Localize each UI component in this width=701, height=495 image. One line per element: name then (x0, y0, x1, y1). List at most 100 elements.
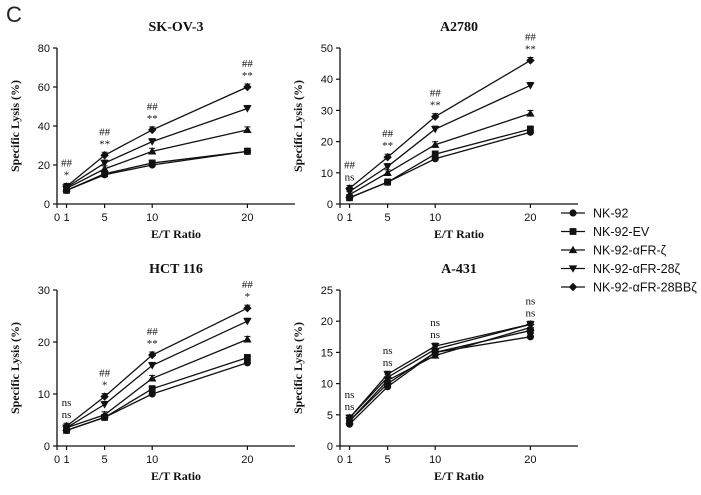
y-axis-label: Specific Lysis (%) (8, 322, 22, 414)
series-line-3 (349, 323, 531, 419)
x-tick-label: 10 (146, 454, 158, 466)
data-point (526, 56, 535, 65)
legend-marker-1 (569, 228, 577, 235)
series-line-1 (66, 150, 248, 191)
data-point (345, 184, 354, 193)
significance-lower: * (64, 169, 70, 181)
y-tick-label: 0 (327, 199, 333, 211)
significance-upper: ## (430, 88, 442, 100)
data-point (243, 105, 252, 113)
x-tick-label: 20 (241, 212, 253, 224)
significance-lower: ** (242, 70, 253, 82)
x-tick-label: 1 (346, 454, 352, 466)
significance-lower: * (102, 380, 108, 392)
x-axis-label: E/T Ratio (151, 469, 201, 483)
y-tick-label: 40 (321, 74, 333, 86)
significance-lower: ** (147, 338, 158, 350)
significance-lower: ns (430, 329, 440, 341)
x-tick-label: 5 (385, 454, 391, 466)
y-tick-label: 40 (38, 121, 50, 133)
series-line-0 (66, 362, 248, 432)
legend-label-1: NK-92-EV (593, 225, 650, 239)
significance-upper: ## (382, 128, 394, 140)
series-line-0 (349, 131, 531, 199)
series-line-2 (349, 112, 531, 196)
x-tick-label: 0 (337, 212, 343, 224)
x-axis-label: E/T Ratio (434, 469, 484, 483)
x-tick-label: 1 (63, 212, 69, 224)
chart-title: HCT 116 (149, 262, 203, 277)
x-tick-label: 20 (524, 212, 536, 224)
series-line-3 (349, 84, 531, 193)
significance-upper: ## (147, 101, 159, 113)
data-point (148, 362, 157, 370)
data-point (526, 320, 535, 329)
x-tick-label: 10 (429, 454, 441, 466)
series-line-2 (66, 338, 248, 429)
data-point (148, 159, 156, 167)
data-point (383, 373, 392, 382)
y-tick-label: 0 (327, 441, 333, 453)
y-tick-label: 10 (321, 168, 333, 180)
series-line-4 (349, 323, 531, 419)
y-tick-label: 80 (38, 43, 50, 55)
significance-lower: ns (62, 409, 72, 421)
significance-upper: ns (526, 295, 536, 307)
data-point (243, 335, 252, 343)
legend-label-0: NK-92 (593, 207, 628, 221)
data-point (383, 168, 392, 176)
y-tick-label: 60 (38, 82, 50, 94)
x-tick-label: 5 (102, 212, 108, 224)
data-point (243, 304, 252, 313)
significance-upper: ## (242, 58, 254, 70)
legend-marker-4 (568, 282, 578, 292)
series-line-2 (66, 129, 248, 189)
data-point (148, 147, 157, 155)
x-tick-label: 5 (385, 212, 391, 224)
data-point (526, 333, 535, 341)
data-point (100, 164, 109, 173)
y-tick-label: 20 (321, 137, 333, 149)
data-point (384, 178, 391, 186)
y-tick-label: 25 (321, 285, 333, 297)
data-point (527, 125, 534, 133)
data-point (431, 345, 440, 354)
significance-upper: ## (525, 31, 537, 43)
y-axis-label: Specific Lysis (%) (8, 80, 22, 172)
data-point (243, 125, 252, 134)
y-tick-label: 0 (44, 199, 50, 211)
series-line-3 (66, 107, 248, 188)
data-point (431, 150, 439, 158)
data-point (148, 138, 157, 146)
y-tick-label: 50 (321, 43, 333, 55)
significance-upper: ns (383, 345, 393, 357)
x-tick-label: 0 (54, 454, 60, 466)
chart-title: A-431 (441, 262, 477, 277)
data-point (62, 182, 71, 191)
x-tick-label: 10 (429, 212, 441, 224)
significance-upper: ns (430, 317, 440, 329)
significance-lower: ns (345, 171, 355, 183)
legend-marker-3 (568, 265, 578, 273)
significance-lower: ** (147, 113, 158, 125)
series-line-1 (349, 128, 531, 199)
significance-lower: ns (345, 401, 355, 413)
significance-upper: ## (242, 279, 254, 291)
series-line-2 (349, 326, 531, 422)
data-point (243, 318, 252, 326)
y-axis-label: Specific Lysis (%) (291, 322, 305, 414)
data-point (244, 147, 251, 155)
series-line-1 (66, 356, 248, 432)
data-point (244, 354, 251, 361)
y-tick-label: 10 (321, 379, 333, 391)
significance-upper: ## (147, 326, 159, 338)
data-point (345, 413, 354, 423)
x-tick-label: 0 (337, 454, 343, 466)
significance-lower: ns (526, 307, 536, 319)
panel-letter: C (6, 2, 22, 27)
y-tick-label: 15 (321, 347, 333, 359)
data-point (100, 401, 109, 409)
significance-upper: ## (61, 157, 73, 169)
